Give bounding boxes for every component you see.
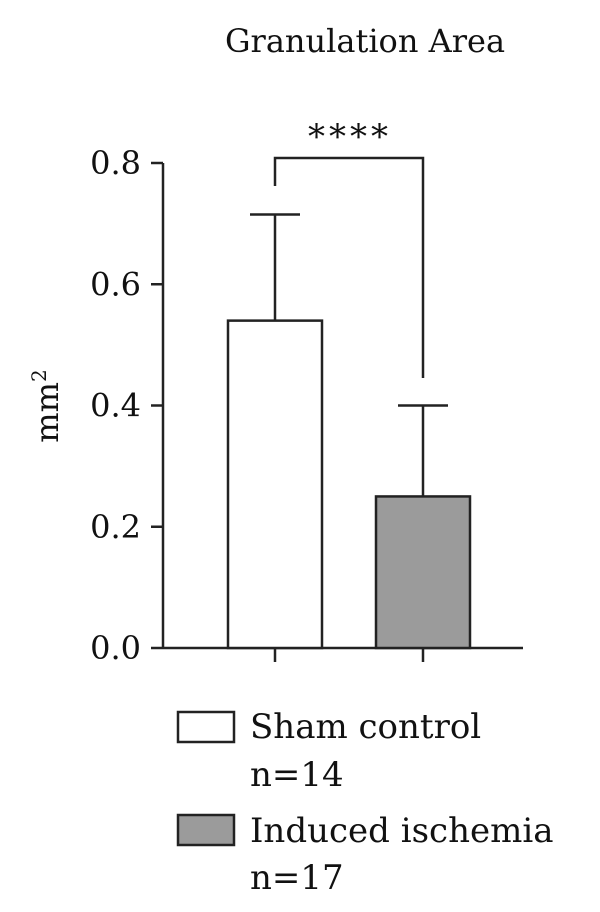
legend-n-label: n=17 bbox=[250, 858, 344, 898]
legend-label: Induced ischemia bbox=[250, 811, 554, 851]
y-tick-label: 0.4 bbox=[90, 387, 141, 425]
chart-title: Granulation Area bbox=[225, 22, 505, 60]
legend-n-label: n=14 bbox=[250, 755, 344, 795]
y-axis-label-superscript: 2 bbox=[27, 369, 51, 382]
y-tick-label: 0.2 bbox=[90, 508, 141, 546]
legend-label: Sham control bbox=[250, 707, 481, 747]
bar bbox=[226, 319, 324, 650]
bar bbox=[374, 495, 472, 650]
y-tick-label: 0.0 bbox=[90, 629, 141, 667]
significance-label: **** bbox=[308, 117, 392, 157]
y-tick-label: 0.6 bbox=[90, 265, 141, 303]
y-axis-label: mm2 bbox=[27, 369, 66, 442]
svg-text:mm2: mm2 bbox=[27, 369, 66, 442]
significance-bracket bbox=[273, 156, 425, 378]
y-axis-label-text: mm bbox=[28, 382, 66, 443]
legend-swatch bbox=[176, 813, 236, 847]
y-tick-label: 0.8 bbox=[90, 144, 141, 182]
legend-swatch bbox=[176, 710, 236, 744]
plot-area: 0.0 0.2 0.4 0.6 0.8 bbox=[90, 144, 523, 667]
legend: Sham control n=14 Induced ischemia n=17 bbox=[176, 707, 554, 898]
